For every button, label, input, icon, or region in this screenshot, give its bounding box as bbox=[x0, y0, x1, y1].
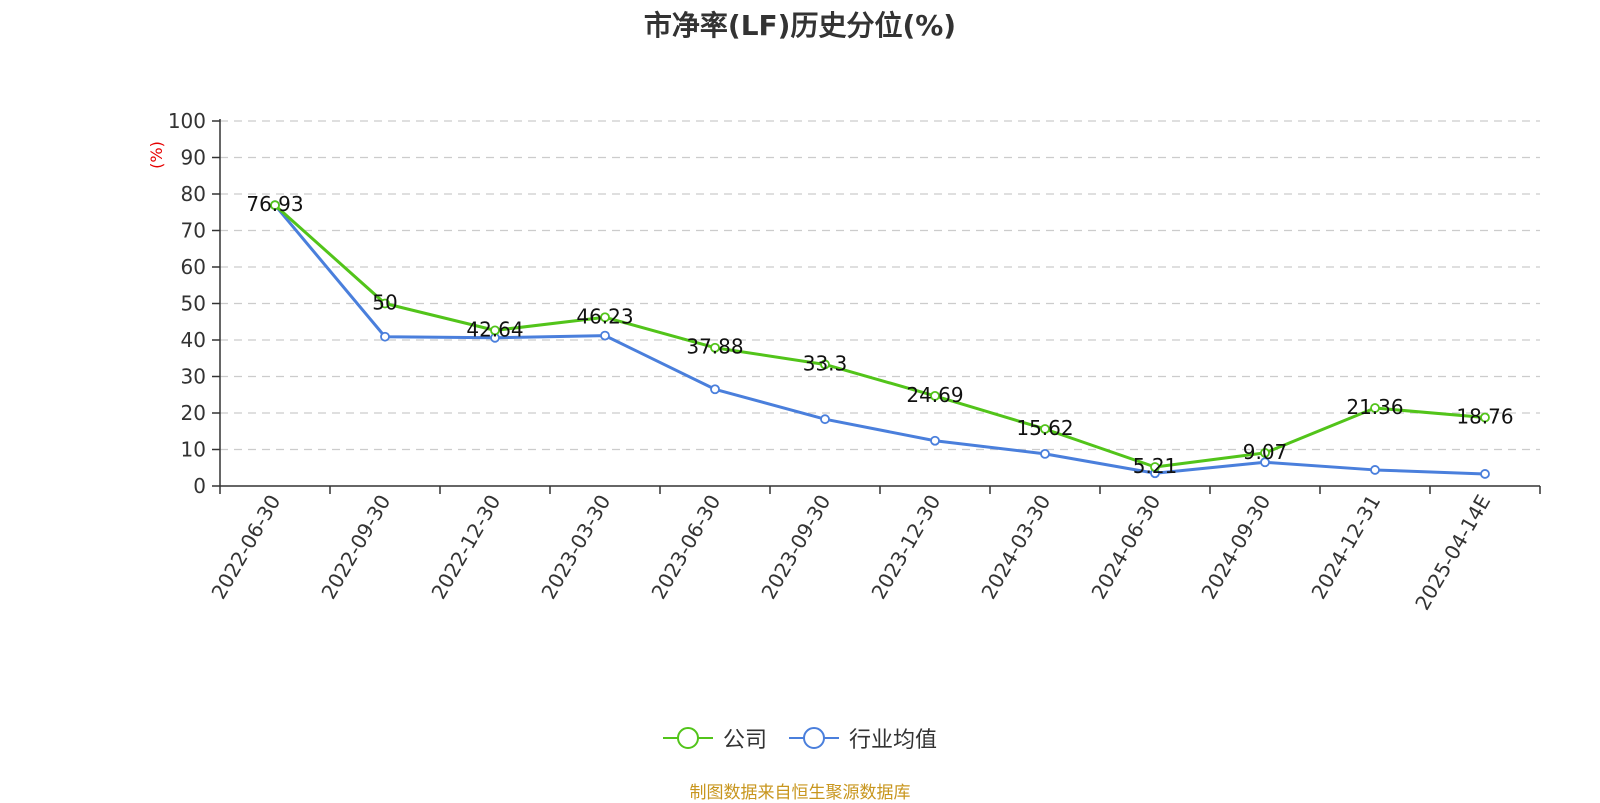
data-label-company: 5.21 bbox=[1133, 454, 1178, 478]
data-point-industry-average bbox=[820, 414, 830, 425]
data-point-company bbox=[1260, 447, 1270, 458]
series-lines bbox=[270, 200, 1490, 479]
data-label-company: 50 bbox=[372, 291, 397, 315]
data-point-industry-average bbox=[1040, 448, 1050, 459]
data-label-company: 42.64 bbox=[466, 317, 523, 341]
y-tick-label: 90 bbox=[181, 146, 206, 170]
x-tick-label: 2023-06-30 bbox=[646, 491, 725, 604]
x-tick-label: 2022-12-30 bbox=[426, 491, 505, 604]
y-tick-label: 20 bbox=[181, 401, 206, 425]
data-point-industry-average bbox=[930, 435, 940, 446]
data-label-company: 33.3 bbox=[803, 351, 848, 375]
x-tick-label: 2023-09-30 bbox=[756, 491, 835, 604]
y-axis-unit-label: (%) bbox=[147, 141, 166, 169]
data-source-note: 制图数据来自恒生聚源数据库 bbox=[689, 783, 911, 803]
data-labels: 76.93 50 42.64 46.23 37.88 33.3 24.69 15.62 5.21… bbox=[246, 192, 1513, 478]
legend-item-industry-average[interactable]: 行业均值 bbox=[789, 722, 937, 754]
y-tick-label: 50 bbox=[181, 292, 206, 316]
data-label-company: 9.07 bbox=[1243, 440, 1288, 464]
x-tick-label: 2024-03-30 bbox=[976, 491, 1055, 604]
data-point-company bbox=[710, 342, 720, 353]
y-tick-label: 100 bbox=[168, 109, 206, 133]
data-point-company bbox=[1150, 462, 1160, 472]
data-point-company bbox=[490, 325, 500, 336]
x-tick-label: 2025-04-14E bbox=[1410, 491, 1495, 615]
y-tick-label: 70 bbox=[181, 219, 206, 243]
legend: 公司 行业均值 bbox=[0, 722, 1600, 754]
data-point-industry-average bbox=[1480, 469, 1490, 479]
y-tick-label: 30 bbox=[181, 365, 206, 389]
y-tick-label: 60 bbox=[181, 255, 206, 279]
data-point-company bbox=[600, 312, 610, 323]
x-tick-label: 2024-06-30 bbox=[1086, 491, 1165, 604]
data-label-company: 76.93 bbox=[246, 192, 303, 216]
data-label-company: 24.69 bbox=[906, 383, 963, 407]
series-line-industry-average bbox=[273, 204, 1486, 476]
data-point-company bbox=[1480, 412, 1490, 423]
data-point-company bbox=[820, 359, 830, 370]
x-tick-label: 2022-09-30 bbox=[316, 491, 395, 604]
data-point-industry-average bbox=[1260, 457, 1270, 468]
legend-company-line-icon bbox=[662, 727, 713, 749]
data-label-company: 37.88 bbox=[686, 335, 743, 359]
data-point-industry-average bbox=[710, 384, 720, 395]
data-point-company bbox=[380, 298, 390, 309]
data-point-company bbox=[1040, 424, 1050, 434]
chart-title: 市净率(LF)历史分位(%) bbox=[643, 9, 957, 42]
y-tick-label: 40 bbox=[181, 328, 206, 352]
data-label-company: 15.62 bbox=[1016, 416, 1073, 440]
y-tick-label: 0 bbox=[193, 474, 206, 498]
grid-lines bbox=[220, 120, 1540, 451]
x-tick-label: 2022-06-30 bbox=[206, 491, 285, 604]
data-point-industry-average bbox=[1370, 465, 1380, 475]
legend-item-company[interactable]: 公司 bbox=[662, 722, 767, 754]
y-tick-label: 10 bbox=[181, 438, 206, 462]
data-point-company bbox=[270, 200, 280, 211]
data-point-industry-average bbox=[380, 331, 390, 342]
data-point-company bbox=[930, 390, 940, 401]
data-label-company: 18.76 bbox=[1456, 405, 1513, 429]
legend-industry-line-icon bbox=[789, 727, 839, 749]
y-tick-label: 80 bbox=[181, 182, 206, 206]
series-line-company bbox=[274, 204, 1486, 469]
x-tick-label: 2024-12-31 bbox=[1306, 491, 1385, 604]
data-label-company: 46.23 bbox=[576, 304, 633, 328]
x-tick-label: 2024-09-30 bbox=[1196, 491, 1275, 604]
x-tick-label: 2023-12-30 bbox=[866, 491, 945, 604]
legend-industry-label: 行业均值 bbox=[849, 728, 938, 753]
legend-company-label: 公司 bbox=[722, 728, 767, 753]
x-tick-label: 2023-03-30 bbox=[536, 491, 615, 604]
data-point-industry-average bbox=[600, 330, 610, 341]
data-point-company bbox=[1370, 403, 1380, 413]
data-label-company: 21.36 bbox=[1346, 395, 1403, 419]
